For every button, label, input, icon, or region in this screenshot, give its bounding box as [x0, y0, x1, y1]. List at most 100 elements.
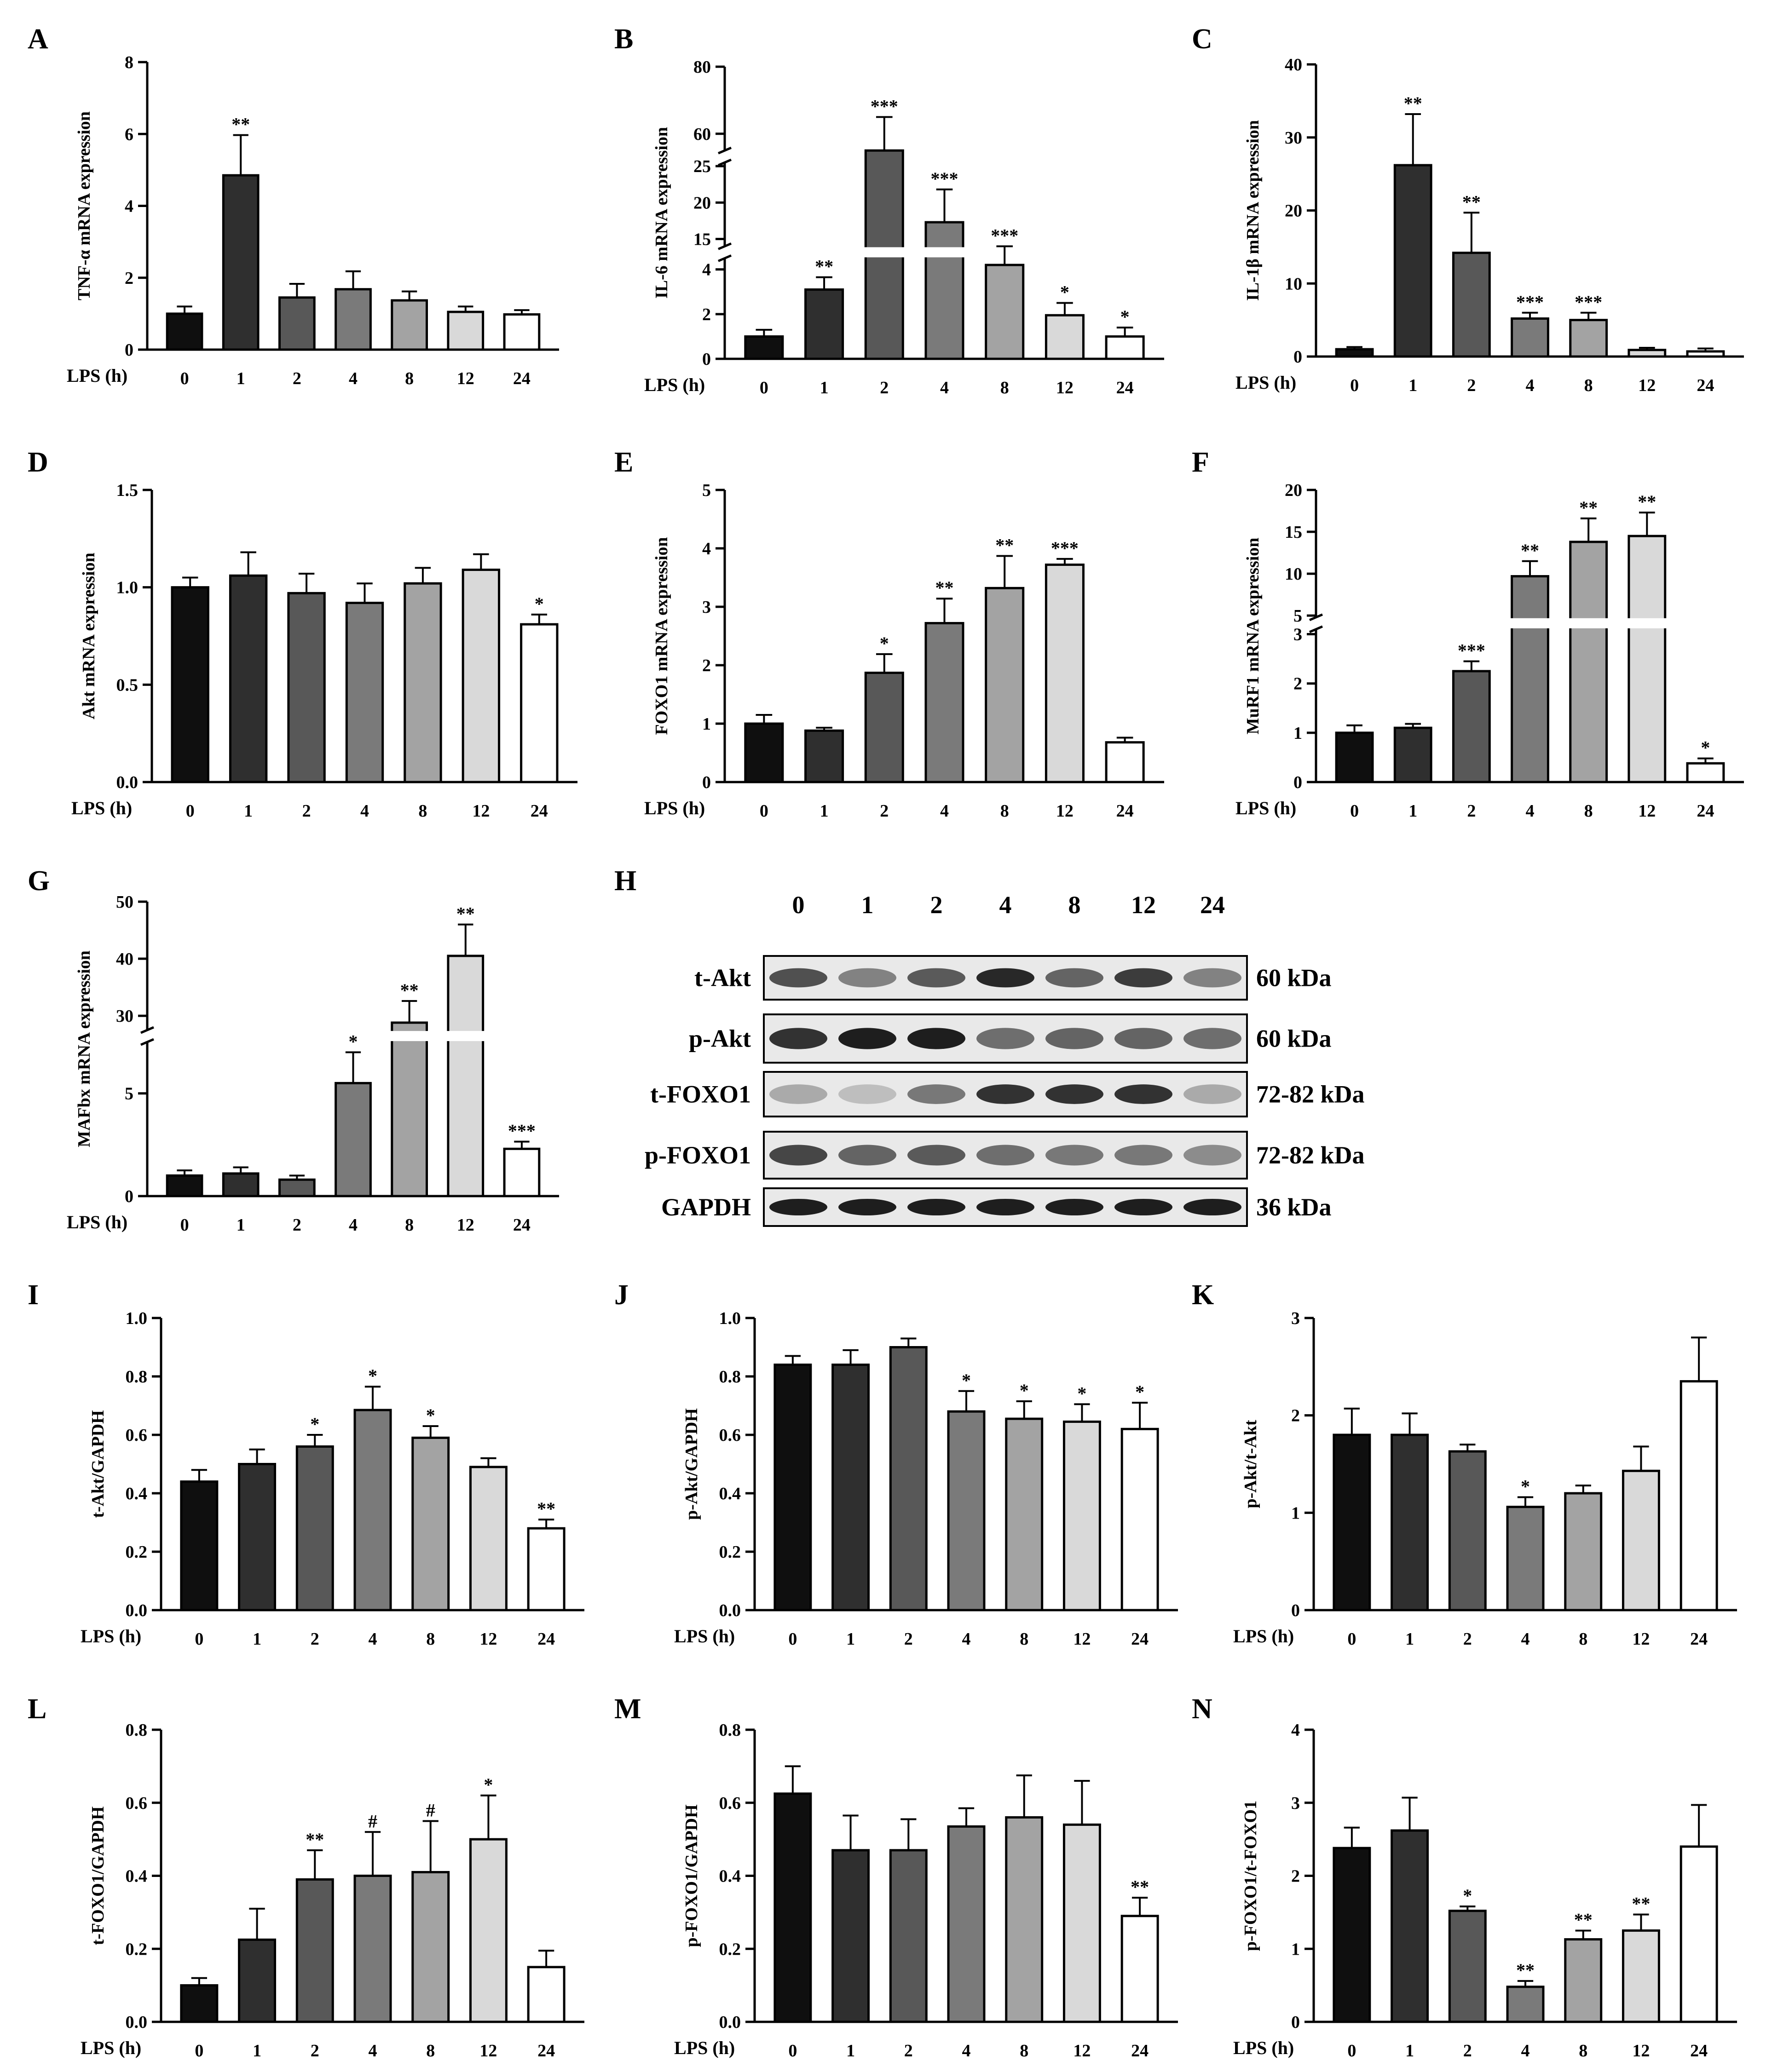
- x-tick-label: 0: [195, 2041, 203, 2060]
- x-tick-label: 0: [186, 801, 195, 821]
- blot-size-label: 36 kDa: [1256, 1193, 1332, 1221]
- x-tick-label: 0: [788, 2041, 797, 2060]
- blot-band: [1114, 1198, 1172, 1216]
- x-tick-label: 1: [1405, 2041, 1414, 2060]
- x-tick-label: 12: [472, 801, 490, 821]
- blot-band: [1045, 1198, 1103, 1216]
- significance-marker: *: [368, 1365, 377, 1386]
- bar-E-1: [804, 729, 844, 783]
- significance-marker: **: [995, 535, 1014, 556]
- bar-G-2: [278, 1178, 316, 1197]
- bar-A-2: [278, 296, 316, 351]
- bar-D-0: [171, 586, 209, 783]
- bar-B-1: [804, 288, 844, 360]
- significance-marker: *: [1060, 282, 1069, 303]
- x-tick-label: 4: [940, 801, 949, 821]
- x-tick-label: 4: [1521, 2041, 1530, 2060]
- y-tick-label: 25: [693, 157, 711, 176]
- blot-lane-label: 24: [1200, 891, 1225, 919]
- blot-band: [838, 1145, 896, 1166]
- bar-C-8: [1569, 319, 1608, 358]
- x-tick-label: 24: [513, 369, 531, 388]
- bar-E-12: [1045, 564, 1085, 783]
- panel-letter-C: C: [1192, 23, 1212, 55]
- panel-letter-A: A: [28, 23, 48, 55]
- bar-J-1: [831, 1364, 870, 1612]
- y-tick-label: 40: [1285, 55, 1302, 75]
- y-tick-label: 2: [1291, 1867, 1300, 1886]
- blot-size-label: 60 kDa: [1256, 964, 1332, 992]
- panel-letter-M: M: [614, 1693, 641, 1725]
- y-tick-label: 2: [1291, 1406, 1300, 1426]
- bar-L-2: [295, 1878, 334, 2023]
- bar-I-8: [411, 1436, 450, 1612]
- blot-protein-label: p-FOXO1: [645, 1141, 751, 1169]
- y-tick-label: 3: [1291, 1794, 1300, 1813]
- y-tick-label: 1: [702, 714, 711, 734]
- y-tick-label: 1.0: [116, 578, 139, 598]
- x-tick-label: 8: [405, 1215, 414, 1235]
- bar-N-4: [1506, 1986, 1545, 2023]
- significance-marker: ***: [1516, 292, 1544, 312]
- x-tick-label: 24: [513, 1215, 531, 1235]
- bar-L-4: [353, 1875, 392, 2023]
- x-tick-label: 24: [1116, 801, 1134, 821]
- blot-band: [838, 1198, 896, 1216]
- blot-band: [1114, 1145, 1172, 1166]
- y-tick-label: 1.5: [116, 481, 139, 500]
- blot-row-p-FOXO1: p-FOXO1 72-82 kDa: [645, 1131, 1365, 1180]
- bar-B-24: [1105, 335, 1145, 360]
- x-tick-label: 1: [253, 1629, 261, 1649]
- blot-band: [1183, 968, 1241, 988]
- significance-marker: **: [306, 1829, 324, 1850]
- y-tick-label: 0: [1291, 1601, 1300, 1620]
- y-tick-label: 6: [125, 125, 133, 144]
- x-axis-label: LPS (h): [71, 798, 132, 818]
- blot-lane-label: 12: [1131, 891, 1156, 919]
- x-axis-label: LPS (h): [1233, 2037, 1294, 2058]
- x-tick-label: 24: [1697, 801, 1714, 821]
- axis-break-mark: [718, 254, 732, 262]
- blot-size-label: 72-82 kDa: [1256, 1081, 1365, 1108]
- x-tick-label: 2: [293, 369, 301, 388]
- blot-band: [1183, 1145, 1241, 1166]
- significance-marker: *: [880, 633, 889, 654]
- blot-band: [907, 968, 965, 988]
- bar-D-4: [345, 602, 384, 783]
- significance-marker: *: [426, 1405, 435, 1426]
- blot-protein-label: t-FOXO1: [650, 1081, 751, 1108]
- y-tick-label: 0.6: [719, 1426, 741, 1445]
- y-axis-label: p-Akt/t-Akt: [1241, 1420, 1260, 1508]
- bar-G-24: [503, 1147, 541, 1197]
- bar-D-1: [229, 574, 268, 783]
- y-tick-label: 8: [125, 53, 133, 72]
- bar-C-2: [1452, 252, 1491, 358]
- panel-letter-F: F: [1192, 447, 1209, 478]
- x-tick-label: 2: [302, 801, 311, 821]
- x-tick-label: 8: [1020, 1629, 1028, 1649]
- x-tick-label: 4: [1526, 801, 1535, 821]
- bar-I-2: [295, 1445, 334, 1612]
- bar-G-8: [391, 1021, 428, 1197]
- y-axis-label: FOXO1 mRNA expression: [652, 537, 671, 735]
- bar-F-12: [1628, 535, 1667, 783]
- y-tick-label: 80: [693, 58, 711, 77]
- blot-band: [976, 1145, 1034, 1166]
- bar-F-1: [1393, 726, 1432, 783]
- x-tick-label: 4: [962, 2041, 971, 2060]
- x-axis-label: LPS (h): [67, 1212, 127, 1232]
- panel-letter-E: E: [614, 447, 633, 478]
- y-tick-label: 0: [702, 773, 711, 792]
- x-tick-label: 2: [1467, 376, 1476, 395]
- x-tick-label: 24: [537, 1629, 555, 1649]
- panel-letter-D: D: [28, 447, 48, 478]
- significance-marker: **: [1521, 540, 1539, 561]
- blot-band: [976, 1084, 1034, 1104]
- x-tick-label: 24: [537, 2041, 555, 2060]
- bar-M-12: [1062, 1823, 1101, 2023]
- bar-D-8: [404, 582, 442, 783]
